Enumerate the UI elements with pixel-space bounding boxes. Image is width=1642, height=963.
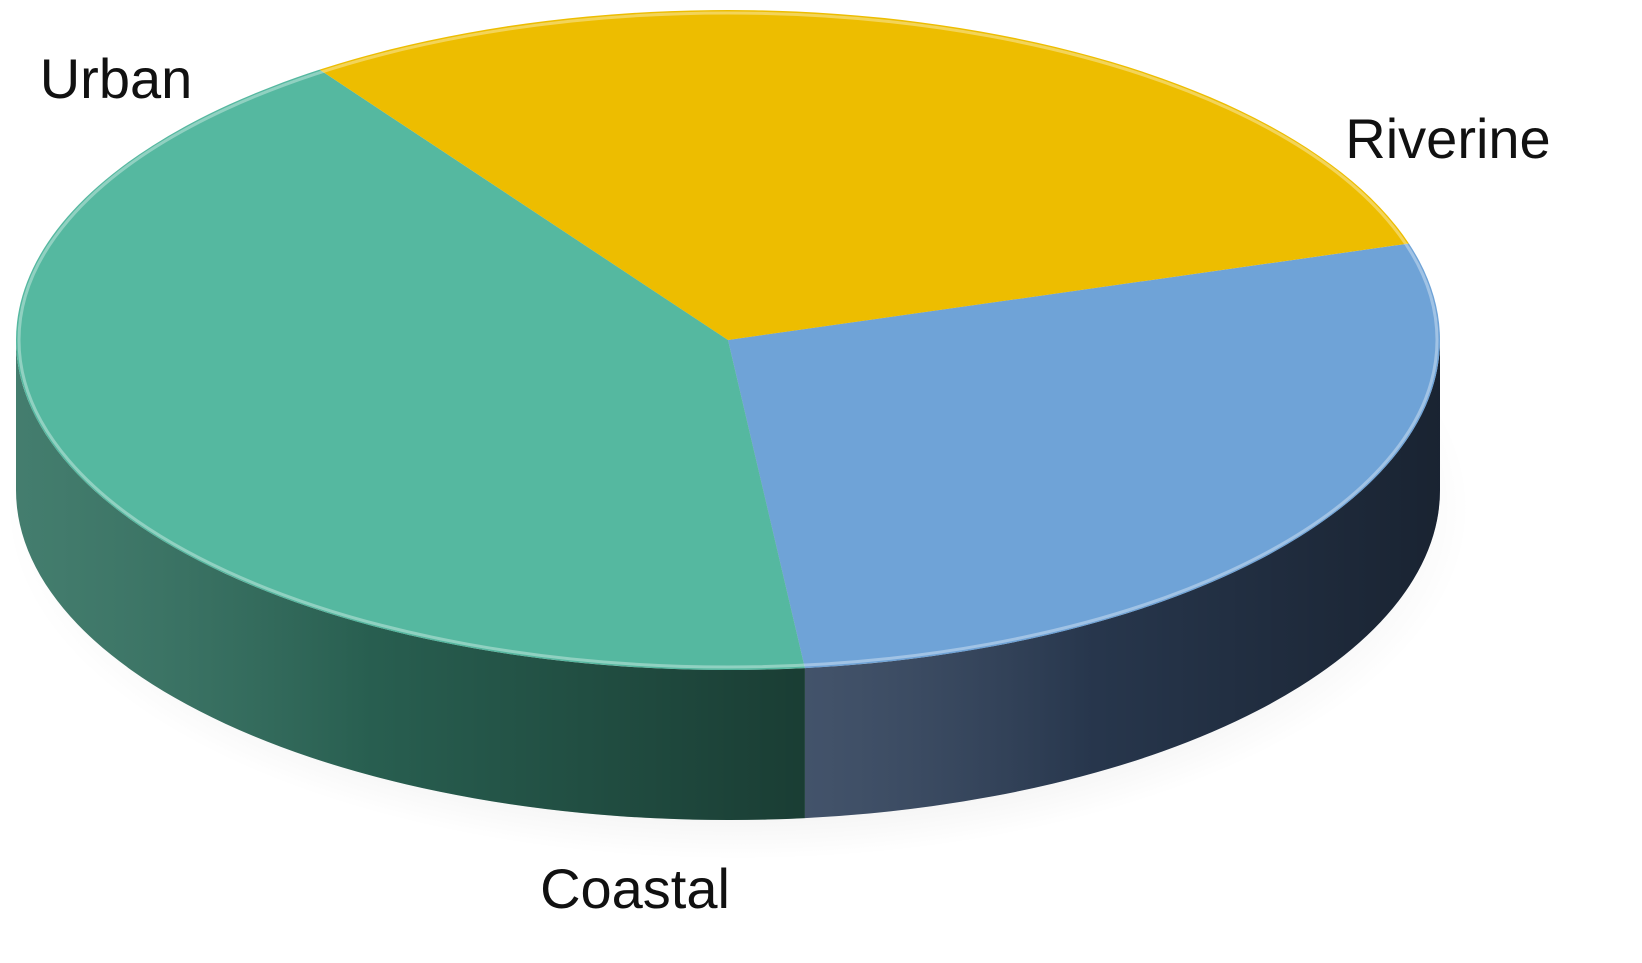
pie-top [16,10,1440,670]
label-urban: Urban [40,47,193,110]
label-riverine: Riverine [1345,107,1550,170]
label-coastal: Coastal [540,857,730,920]
